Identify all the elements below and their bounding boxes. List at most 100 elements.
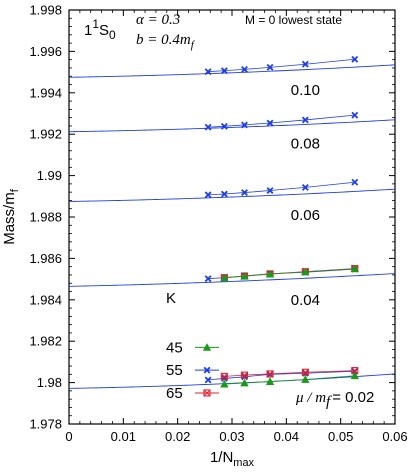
data-point [351,178,359,186]
x-stroke [241,65,248,73]
data-point [240,378,249,387]
data-point [350,371,359,380]
data-point [204,68,212,76]
square-cross [221,373,228,380]
y-tick-label: 1.986 [29,251,62,266]
b-label: b = 0.4mf [136,32,196,51]
group-label: 0.10 [291,82,320,99]
triangle-marker [350,371,359,380]
group-label: 0.04 [291,292,320,309]
y-tick-label: 1.992 [29,127,62,142]
plot-frame [68,9,396,425]
y-tick-label: 1.99 [37,168,62,183]
y-tick-label: 1.996 [29,44,62,59]
x-stroke [301,183,309,191]
x-axis-title: 1/Nmax [210,449,255,469]
square-cross [203,389,211,397]
legend-marker [202,343,212,351]
x-tick-label: 0.05 [328,429,353,444]
square-marker [203,389,211,397]
x-stroke [220,122,228,130]
triangle-marker [220,379,229,388]
x-stroke [266,119,274,127]
data-point [301,375,310,383]
data-point [266,370,274,378]
data-point [266,187,274,194]
group-label: 0.06 [291,207,320,224]
y-tick-label: 1.982 [29,334,62,349]
data-point [241,65,248,73]
x-tick-label: 0.02 [165,429,190,444]
fit-curve [68,188,396,202]
legend: K 45 55 65 [166,290,219,402]
x-stroke [351,55,359,63]
data-point [204,191,212,199]
group-label: 0.08 [291,136,320,153]
square-marker [220,372,228,380]
data-point [204,275,212,283]
x-stroke [266,63,274,71]
triangle-marker [301,375,310,383]
legend-label: 55 [166,362,183,379]
series-line [208,181,355,196]
data-point [220,190,228,198]
legend-item: 65 [166,385,219,402]
square-cross [302,368,309,376]
x-tick-label: 0.01 [111,429,136,444]
fit-curve [68,119,396,133]
triangle-marker [220,273,229,282]
data-point [301,116,309,124]
legend-item: 55 [166,362,219,379]
triangle-marker [301,267,310,276]
data-point [266,119,274,127]
x-stroke [204,191,212,199]
x-stroke [204,123,212,131]
x-stroke [220,190,228,198]
x-stroke [204,275,212,283]
x-tick-label: 0.04 [274,429,299,444]
x-stroke [203,366,211,374]
data-point [265,269,275,278]
legend-item: 45 [166,339,219,356]
square-marker [240,371,249,379]
data-point [266,63,274,71]
x-tick-label: 0.06 [382,429,407,444]
fit-curve [68,64,396,78]
y-tick-label: 1.988 [29,210,62,225]
triangle-marker [240,271,249,280]
alpha-label: α = 0.3 [136,12,180,28]
series-line [208,114,355,128]
data-point [240,371,249,379]
data-point [220,379,229,388]
state-label: 11S0 [84,17,116,42]
square-cross [241,371,248,379]
x-tick-label: 0 [65,429,72,444]
legend-marker [203,366,211,374]
x-stroke [241,121,248,129]
fit-curves [68,64,396,389]
x-stroke [266,187,274,194]
legend-label: 45 [166,339,183,356]
x-stroke [351,178,359,186]
y-tick-label: 1.98 [37,375,62,390]
x-stroke [204,68,212,76]
x-stroke [204,376,212,384]
mu-label: μ / mf = 0.02 [295,389,374,410]
x-stroke [301,116,309,124]
data-point [241,189,248,197]
data-point [220,67,228,75]
y-tick-label: 1.994 [29,85,62,100]
data-point [301,183,309,191]
legend-title: K [166,290,176,307]
x-tick-label: 0.03 [219,429,244,444]
square-cross [351,367,359,374]
x-stroke [301,60,309,68]
triangle-marker [350,264,359,273]
x-stroke [241,189,248,197]
y-tick-label: 1.998 [29,3,62,18]
triangle-marker [265,269,275,278]
y-tick-label: 1.978 [29,417,62,432]
y-axis-title: Mass/mf [1,188,21,245]
data-point [220,372,228,380]
